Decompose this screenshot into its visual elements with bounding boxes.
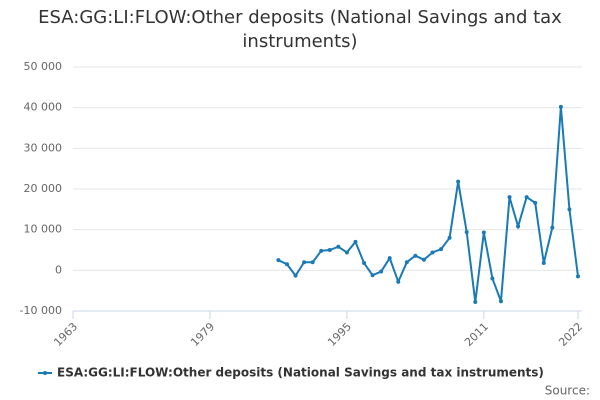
data-point xyxy=(473,300,478,305)
data-point xyxy=(524,195,529,200)
y-tick-label: 30 000 xyxy=(24,141,63,154)
data-point xyxy=(421,257,426,262)
data-point xyxy=(541,261,546,266)
y-tick-label: 40 000 xyxy=(24,101,63,114)
data-point xyxy=(456,179,461,184)
data-point xyxy=(567,207,572,212)
data-point xyxy=(490,276,495,281)
data-point xyxy=(293,273,298,278)
data-point xyxy=(498,299,503,304)
data-point xyxy=(447,235,452,240)
legend-label: ESA:GG:LI:FLOW:Other deposits (National … xyxy=(57,366,544,380)
data-point xyxy=(576,274,580,279)
x-tick-label: 2011 xyxy=(462,320,491,349)
y-tick-label: 0 xyxy=(55,263,62,276)
data-point xyxy=(413,253,418,258)
data-point xyxy=(558,104,563,109)
y-tick-label: 50 000 xyxy=(24,60,63,73)
x-tick-label: 1995 xyxy=(325,320,354,349)
data-point xyxy=(396,279,401,284)
data-point xyxy=(327,248,332,252)
data-point xyxy=(379,269,384,274)
data-point xyxy=(550,225,555,230)
data-point xyxy=(533,200,538,205)
source: Source: xyxy=(545,384,590,398)
data-point xyxy=(430,250,435,255)
data-point xyxy=(336,244,341,249)
data-point xyxy=(387,256,392,261)
data-point xyxy=(302,260,307,265)
data-point xyxy=(516,224,521,229)
y-tick-label: -10 000 xyxy=(20,304,62,317)
y-tick-label: 10 000 xyxy=(24,223,63,236)
data-line xyxy=(277,106,579,303)
data-point xyxy=(507,195,512,200)
data-point xyxy=(481,230,486,235)
data-point xyxy=(276,258,281,263)
data-point xyxy=(310,260,315,265)
x-tick-label: 2022 xyxy=(556,320,585,349)
data-point xyxy=(319,248,324,253)
data-point xyxy=(284,262,289,267)
data-point xyxy=(344,250,349,255)
data-point xyxy=(439,247,444,252)
data-point xyxy=(464,230,469,235)
data-point xyxy=(353,239,358,244)
data-point xyxy=(362,261,367,266)
chart-title: ESA:GG:LI:FLOW:Other deposits (National … xyxy=(38,7,562,52)
data-point xyxy=(370,273,375,278)
legend-marker xyxy=(43,371,47,375)
x-tick-label: 1963 xyxy=(51,320,80,349)
x-tick-label: 1979 xyxy=(188,320,217,349)
data-point xyxy=(404,260,409,265)
y-tick-label: 20 000 xyxy=(24,182,63,195)
